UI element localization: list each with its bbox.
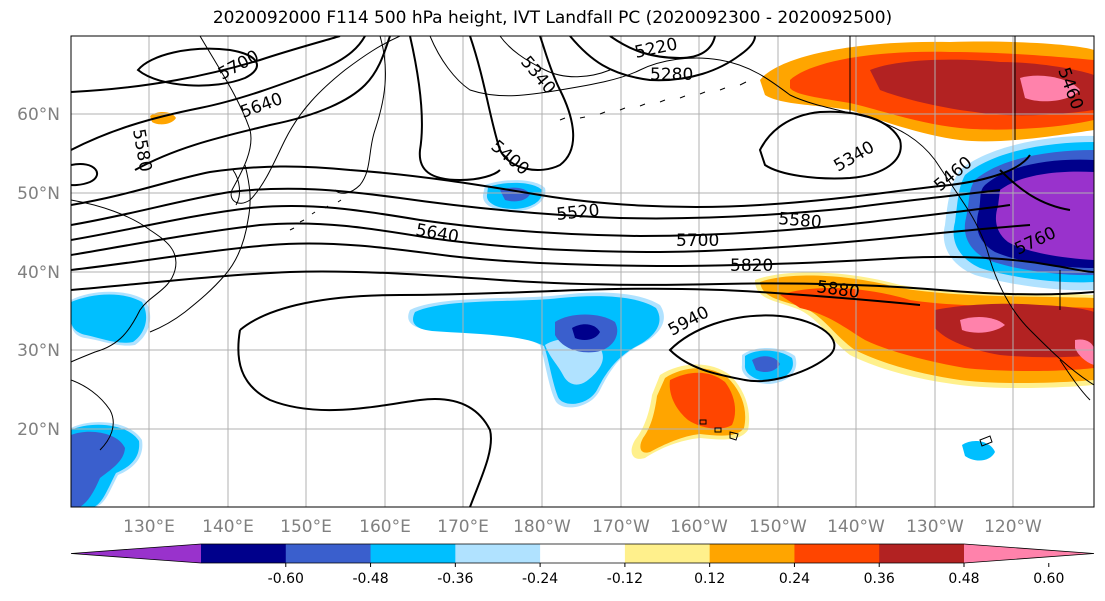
lon-tick-label: 150°E — [280, 517, 332, 537]
colorbar-tick-label: -0.12 — [607, 571, 643, 587]
lon-tick-label: 140°E — [202, 517, 254, 537]
colorbar-segment — [201, 544, 287, 563]
lat-tick-label: 60°N — [17, 105, 60, 125]
colorbar-segment — [624, 544, 711, 563]
ivt-negative-region-central — [408, 292, 664, 408]
colorbar-tick-label: 0.48 — [948, 571, 979, 587]
lat-tick-label: 30°N — [17, 341, 60, 361]
lon-tick-label: 130°W — [906, 517, 964, 537]
ivt-negative-region-small — [741, 347, 797, 384]
lon-tick-label: 130°E — [123, 517, 175, 537]
lon-tick-label: 160°W — [670, 517, 728, 537]
colorbar-tick-label: 0.12 — [694, 571, 725, 587]
coastlines — [71, 36, 1094, 451]
colorbar-extend-low — [71, 544, 201, 563]
lon-tick-label: 170°E — [437, 517, 489, 537]
lon-axis: 130°E 140°E 150°E 160°E 170°E 180°W 170°… — [123, 517, 1042, 537]
colorbar-segment — [285, 544, 372, 563]
ivt-negative-region-tiny — [962, 440, 995, 461]
lon-tick-label: 140°W — [827, 517, 885, 537]
colorbar-tick-label: -0.60 — [268, 571, 304, 587]
colorbar-tick-label: 0.24 — [779, 571, 810, 587]
lon-tick-label: 150°W — [749, 517, 807, 537]
colorbar-segment — [879, 544, 965, 563]
lat-tick-label: 20°N — [17, 420, 60, 440]
lon-tick-label: 180°W — [513, 517, 571, 537]
lat-axis: 60°N 50°N 40°N 30°N 20°N — [17, 105, 60, 440]
colorbar-outline — [70, 543, 1095, 564]
colorbar-tick-label: 0.36 — [864, 571, 895, 587]
lon-tick-label: 170°W — [592, 517, 650, 537]
colorbar-tick-label: -0.24 — [522, 571, 558, 587]
contour-label: 5700 — [676, 231, 719, 251]
lat-tick-label: 40°N — [17, 263, 60, 283]
colorbar: -0.60 -0.48 -0.36 -0.24 -0.12 0.12 0.24 0.36 0.4… — [70, 543, 1095, 587]
lat-tick-label: 50°N — [17, 184, 60, 204]
gridlines — [71, 36, 1094, 507]
colorbar-tick-label: -0.36 — [437, 571, 473, 587]
lon-tick-label: 160°E — [359, 517, 411, 537]
contour-label: 5820 — [730, 256, 773, 276]
map-title: 2020092000 F114 500 hPa height, IVT Land… — [212, 8, 893, 28]
colorbar-segment — [709, 544, 795, 563]
ivt-positive-region-northeast — [760, 41, 1094, 142]
contour-label: 5280 — [650, 65, 693, 85]
map-frame — [70, 35, 1095, 508]
contour-label: 5580 — [778, 209, 823, 233]
colorbar-tick-label: -0.48 — [352, 571, 388, 587]
height-contours — [71, 36, 1094, 507]
colorbar-segment — [794, 544, 880, 563]
ivt-negative-region-southwest — [71, 422, 143, 507]
contour-label: 5520 — [555, 201, 600, 225]
colorbar-segment — [455, 544, 541, 563]
colorbar-extend-high — [964, 544, 1094, 563]
colorbar-segment — [370, 544, 456, 563]
colorbar-segment — [540, 544, 626, 563]
lon-tick-label: 120°W — [984, 517, 1042, 537]
colorbar-tick-label: 0.60 — [1033, 571, 1064, 587]
